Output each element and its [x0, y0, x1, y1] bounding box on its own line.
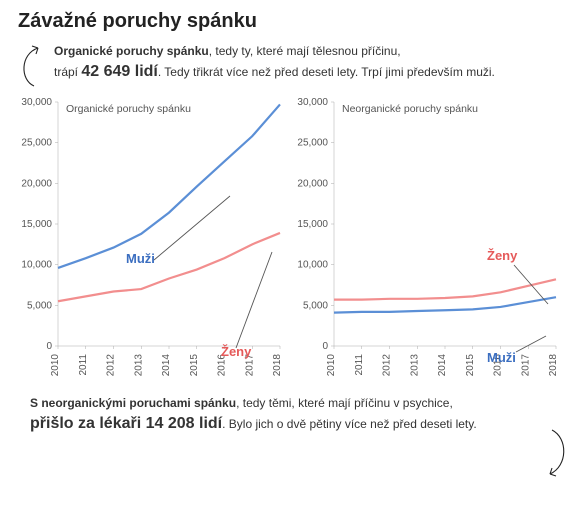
- svg-text:Ženy: Ženy: [487, 248, 518, 263]
- svg-text:25,000: 25,000: [21, 137, 52, 148]
- svg-text:15,000: 15,000: [21, 219, 52, 230]
- svg-text:2013: 2013: [409, 353, 420, 376]
- svg-text:2013: 2013: [133, 353, 144, 376]
- svg-text:Neorganické poruchy spánku: Neorganické poruchy spánku: [342, 103, 478, 115]
- chart-right: Neorganické poruchy spánku 0 5,000 10,000 15…: [292, 88, 562, 388]
- svg-text:2015: 2015: [189, 353, 200, 376]
- svg-text:2018: 2018: [548, 353, 559, 376]
- lead-text: Organické poruchy spánku, tedy ty, které…: [54, 43, 564, 84]
- charts-row: Organické poruchy spánku 0 5,000 10,000 15,0…: [16, 88, 572, 388]
- svg-text:2011: 2011: [354, 353, 365, 375]
- footer-text: S neorganickými poruchami spánku, tedy t…: [30, 394, 560, 436]
- svg-text:2017: 2017: [520, 353, 531, 376]
- svg-text:5,000: 5,000: [303, 300, 328, 311]
- svg-text:10,000: 10,000: [21, 259, 52, 270]
- svg-text:25,000: 25,000: [297, 137, 328, 148]
- chart-left: Organické poruchy spánku 0 5,000 10,000 15,0…: [16, 88, 286, 388]
- svg-text:2018: 2018: [272, 353, 283, 376]
- svg-text:30,000: 30,000: [297, 97, 328, 108]
- svg-text:2014: 2014: [161, 353, 172, 376]
- svg-text:0: 0: [322, 341, 328, 352]
- svg-text:Organické poruchy spánku: Organické poruchy spánku: [66, 103, 191, 115]
- lead-curl-icon: [14, 40, 50, 90]
- svg-text:2010: 2010: [326, 353, 337, 376]
- page-title: Závažné poruchy spánku: [18, 10, 572, 33]
- svg-text:Muži: Muži: [126, 251, 155, 266]
- svg-text:2012: 2012: [382, 353, 393, 376]
- svg-text:15,000: 15,000: [297, 219, 328, 230]
- svg-text:20,000: 20,000: [297, 178, 328, 189]
- svg-text:30,000: 30,000: [21, 97, 52, 108]
- svg-text:5,000: 5,000: [27, 300, 52, 311]
- svg-text:2014: 2014: [437, 353, 448, 376]
- svg-text:2010: 2010: [50, 353, 61, 376]
- svg-text:2011: 2011: [78, 353, 89, 375]
- footer-curl-icon: [540, 426, 576, 482]
- svg-text:2015: 2015: [465, 353, 476, 376]
- svg-text:20,000: 20,000: [21, 178, 52, 189]
- svg-text:Ženy: Ženy: [221, 344, 252, 359]
- svg-text:2012: 2012: [106, 353, 117, 376]
- svg-text:Muži: Muži: [487, 350, 516, 365]
- svg-text:10,000: 10,000: [297, 259, 328, 270]
- svg-text:0: 0: [46, 341, 52, 352]
